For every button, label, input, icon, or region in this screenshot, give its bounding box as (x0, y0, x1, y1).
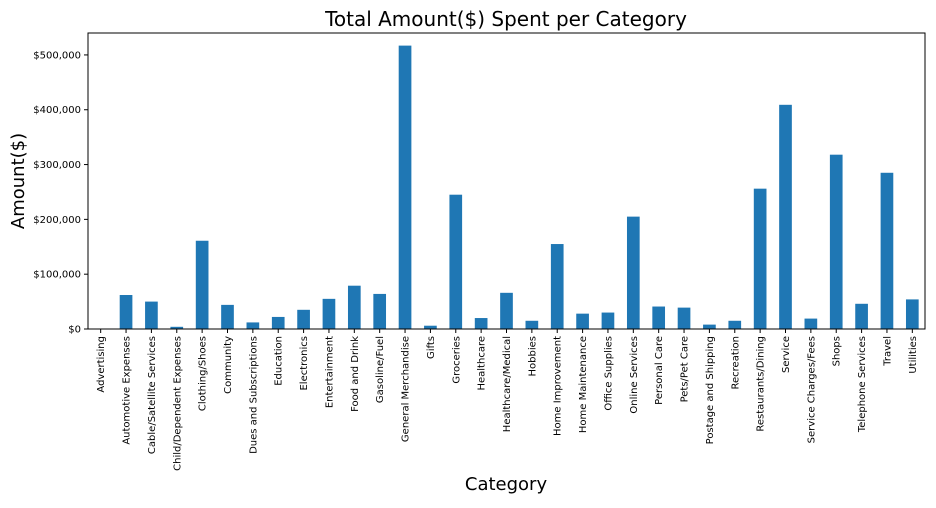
bar (500, 292, 513, 329)
x-tick-label: Community (223, 336, 234, 394)
plot-frame (87, 32, 926, 330)
x-tick-label: Gasoline/Fuel (375, 336, 386, 403)
bar (829, 154, 843, 329)
bar (601, 312, 615, 329)
y-axis-label: Amount($) (8, 133, 29, 229)
bar (576, 313, 589, 329)
x-tick-label: Food and Drink (350, 336, 361, 412)
bar (905, 299, 919, 329)
x-tick-label: Gifts (426, 336, 437, 359)
bar (474, 318, 488, 329)
x-tick-label: Healthcare/Medical (502, 336, 513, 432)
x-tick-label: Restaurants/Dining (756, 336, 767, 432)
bar (855, 303, 868, 329)
y-tick-label: $500,000 (33, 50, 81, 61)
x-tick-label: General Merchandise (401, 336, 412, 442)
x-tick-label: Dues and Subscriptions (248, 336, 259, 454)
bar (626, 216, 640, 329)
x-tick-label: Groceries (451, 336, 462, 384)
bar (398, 45, 412, 330)
y-tick-label: $400,000 (33, 105, 81, 116)
y-tick-label: $300,000 (33, 160, 81, 171)
bar (271, 316, 285, 329)
bar (753, 188, 767, 329)
x-tick-label: Healthcare (477, 336, 488, 391)
bar (677, 307, 691, 329)
x-tick-label: Clothing/Shoes (198, 336, 209, 411)
bar (145, 301, 158, 329)
bar (880, 172, 894, 329)
bar (195, 240, 209, 329)
bar (297, 309, 310, 329)
bar (525, 320, 539, 329)
bar (424, 325, 437, 329)
bar (779, 104, 792, 329)
x-tick-label: Home Improvement (553, 336, 564, 436)
bar (322, 298, 336, 329)
bar (804, 318, 818, 329)
bar (119, 295, 133, 329)
bar (550, 244, 564, 329)
x-tick-label: Home Maintenance (578, 336, 589, 433)
x-tick-label: Travel (882, 336, 893, 367)
x-tick-label: Online Services (629, 336, 640, 414)
x-tick-label: Cable/Satellite Services (147, 336, 158, 454)
bar (728, 320, 742, 329)
x-tick-label: Personal Care (654, 336, 665, 405)
x-tick-label: Advertising (96, 336, 107, 393)
x-tick-label: Entertainment (324, 336, 335, 408)
chart-title: Total Amount($) Spent per Category (324, 7, 687, 31)
y-tick-label: $100,000 (33, 270, 81, 281)
x-tick-label: Service (781, 336, 792, 373)
x-tick-label: Hobbies (527, 336, 538, 376)
x-tick-label: Recreation (730, 336, 741, 389)
bar (449, 194, 463, 329)
bar (347, 285, 361, 329)
x-tick-label: Utilities (908, 336, 919, 374)
x-tick-label: Telephone Services (857, 336, 868, 433)
bar (221, 304, 234, 329)
bar (703, 324, 716, 329)
x-axis-label: Category (465, 474, 548, 495)
bar (170, 326, 184, 329)
x-tick-label: Education (274, 336, 285, 386)
x-tick-label: Electronics (299, 336, 310, 391)
y-tick-label: $200,000 (33, 215, 81, 226)
bar (246, 322, 260, 329)
x-tick-label: Child/Dependent Expenses (172, 336, 183, 471)
x-tick-label: Office Supplies (603, 336, 614, 411)
x-tick-label: Automotive Expenses (122, 336, 133, 445)
x-tick-label: Shops (832, 336, 843, 366)
x-tick-label: Pets/Pet Care (680, 336, 691, 402)
x-tick-label: Postage and Shipping (705, 336, 716, 444)
bar (373, 293, 387, 329)
y-tick-label: $0 (68, 325, 81, 336)
x-tick-label: Service Charges/Fees (806, 336, 817, 443)
bar (652, 306, 666, 329)
